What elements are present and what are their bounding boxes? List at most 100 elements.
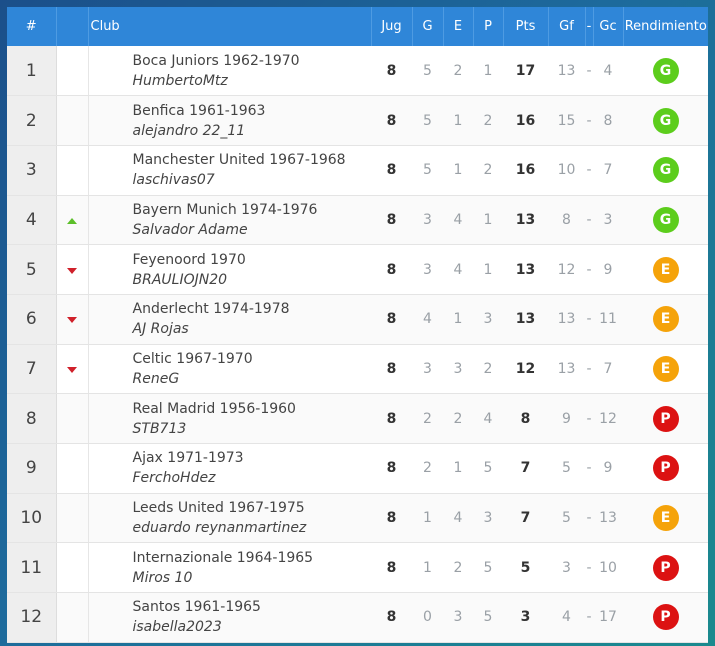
row-played: 8 — [371, 195, 412, 246]
header-goals-for[interactable]: Gf — [548, 7, 586, 46]
row-manager-name[interactable]: HumbertoMtz — [132, 72, 228, 89]
performance-badge: P — [652, 455, 679, 482]
row-drawn: 2 — [443, 46, 473, 97]
row-goal-separator: - — [585, 542, 593, 594]
table-row[interactable]: 10 Leeds United 1967-1975 eduardo reynanma… — [7, 493, 708, 544]
row-manager-name[interactable]: AJ Rojas — [132, 321, 189, 338]
row-points: 7 — [503, 493, 548, 544]
performance-badge: G — [652, 157, 679, 184]
row-points: 7 — [503, 443, 548, 494]
performance-badge: G — [652, 57, 679, 84]
header-position[interactable]: # — [7, 7, 57, 46]
row-manager-name[interactable]: alejandro 22_11 — [132, 122, 246, 139]
row-goals-against: 4 — [593, 46, 623, 97]
header-played[interactable]: Jug — [371, 7, 413, 46]
row-performance-cell: G — [623, 195, 708, 246]
table-row[interactable]: 11 Internazionale 1964-1965 Miros 10 8 1 2 5 5 3… — [7, 542, 708, 594]
row-team-name[interactable]: Boca Juniors 1962-1970 — [132, 52, 300, 69]
row-team-name[interactable]: Celtic 1967-1970 — [132, 350, 253, 367]
table-row[interactable]: 9 Ajax 1971-1973 FerchoHdez 8 2 1 5 7 5-9 P — [7, 443, 708, 494]
row-manager-name[interactable]: laschivas07 — [132, 172, 215, 189]
row-goals-for: 13 — [548, 294, 585, 345]
standings-table-container: # Club Jug G E P Pts Gf - Gc Rendimiento… — [7, 7, 708, 643]
row-club-cell[interactable]: Feyenoord 1970 BRAULIOJN20 — [88, 244, 371, 295]
row-team-name[interactable]: Anderlecht 1974-1978 — [132, 301, 290, 318]
row-club-cell[interactable]: Ajax 1971-1973 FerchoHdez — [88, 443, 371, 494]
row-performance-cell: P — [623, 393, 708, 444]
row-manager-name[interactable]: Salvador Adame — [132, 221, 248, 238]
row-club-cell[interactable]: Boca Juniors 1962-1970 HumbertoMtz — [88, 46, 371, 97]
performance-badge: P — [652, 554, 679, 581]
row-drawn: 1 — [443, 294, 473, 345]
header-performance[interactable]: Rendimiento — [624, 19, 707, 34]
trend-up-icon — [67, 217, 77, 224]
row-club-cell[interactable]: Bayern Munich 1974-1976 Salvador Adame — [88, 195, 371, 246]
table-row[interactable]: 5 Feyenoord 1970 BRAULIOJN20 8 3 4 1 13 12-9 E — [7, 244, 708, 295]
row-manager-name[interactable]: ReneG — [132, 370, 180, 387]
row-club-cell[interactable]: Internazionale 1964-1965 Miros 10 — [88, 542, 371, 594]
table-row[interactable]: 3 Manchester United 1967-1968 laschivas07 8… — [7, 145, 708, 196]
header-goals-against[interactable]: Gc — [593, 7, 624, 46]
performance-badge: G — [652, 206, 679, 233]
table-row[interactable]: 7 Celtic 1967-1970 ReneG 8 3 3 2 12 13-7 E — [7, 344, 708, 395]
table-row[interactable]: 8 Real Madrid 1956-1960 STB713 8 2 2 4 8 9-12 P — [7, 393, 708, 444]
row-team-name[interactable]: Real Madrid 1956-1960 — [132, 400, 296, 417]
row-goal-separator: - — [585, 145, 593, 196]
row-team-name[interactable]: Internazionale 1964-1965 — [132, 549, 314, 566]
row-goals-for: 10 — [548, 145, 585, 196]
row-played: 8 — [371, 542, 412, 594]
row-club-cell[interactable]: Real Madrid 1956-1960 STB713 — [88, 393, 371, 444]
trend-down-icon — [67, 267, 77, 274]
performance-badge: E — [652, 306, 679, 333]
header-club[interactable]: Club — [88, 7, 372, 46]
row-manager-name[interactable]: BRAULIOJN20 — [132, 271, 228, 288]
row-goals-for: 8 — [548, 195, 585, 246]
row-lost: 3 — [473, 493, 503, 544]
row-points: 13 — [503, 294, 548, 345]
row-manager-name[interactable]: isabella2023 — [132, 619, 222, 636]
row-lost: 5 — [473, 443, 503, 494]
row-trend-cell — [56, 145, 89, 196]
row-points: 13 — [503, 244, 548, 295]
table-row[interactable]: 6 Anderlecht 1974-1978 AJ Rojas 8 4 1 3 13 13-11… — [7, 294, 708, 345]
row-lost: 1 — [473, 195, 503, 246]
header-won[interactable]: G — [412, 7, 444, 46]
row-team-name[interactable]: Santos 1961-1965 — [132, 599, 261, 616]
row-club-cell[interactable]: Santos 1961-1965 isabella2023 — [88, 592, 371, 643]
row-position: 7 — [7, 344, 57, 395]
row-team-name[interactable]: Leeds United 1967-1975 — [132, 500, 305, 517]
row-club-cell[interactable]: Manchester United 1967-1968 laschivas07 — [88, 145, 371, 196]
row-drawn: 3 — [443, 344, 473, 395]
table-row[interactable]: 4 Bayern Munich 1974-1976 Salvador Adame 8 3… — [7, 195, 708, 246]
trend-down-icon — [67, 366, 77, 373]
row-club-cell[interactable]: Benfica 1961-1963 alejandro 22_11 — [88, 95, 371, 146]
row-team-name[interactable]: Bayern Munich 1974-1976 — [132, 201, 318, 218]
header-points[interactable]: Pts — [503, 7, 549, 46]
row-performance-cell: E — [623, 493, 708, 544]
row-manager-name[interactable]: Miros 10 — [132, 569, 193, 586]
row-manager-name[interactable]: STB713 — [132, 420, 187, 437]
header-drawn[interactable]: E — [443, 7, 474, 46]
row-played: 8 — [371, 493, 412, 544]
row-goal-separator: - — [585, 195, 593, 246]
performance-badge: G — [652, 107, 679, 134]
row-goal-separator: - — [585, 46, 593, 97]
table-row[interactable]: 12 Santos 1961-1965 isabella2023 8 0 3 5 3 4-17 P — [7, 592, 708, 643]
row-team-name[interactable]: Feyenoord 1970 — [132, 251, 246, 268]
row-team-name[interactable]: Benfica 1961-1963 — [132, 102, 266, 119]
row-team-name[interactable]: Manchester United 1967-1968 — [132, 152, 346, 169]
row-manager-name[interactable]: FerchoHdez — [132, 470, 216, 487]
row-goals-against: 13 — [593, 493, 623, 544]
row-position: 8 — [7, 393, 57, 444]
row-manager-name[interactable]: eduardo reynanmartinez — [132, 520, 307, 537]
row-club-cell[interactable]: Leeds United 1967-1975 eduardo reynanmart… — [88, 493, 371, 544]
row-drawn: 2 — [443, 542, 473, 594]
row-goal-separator: - — [585, 443, 593, 494]
table-row[interactable]: 1 Boca Juniors 1962-1970 HumbertoMtz 8 5 2 1 17… — [7, 46, 708, 97]
table-row[interactable]: 2 Benfica 1961-1963 alejandro 22_11 8 5 1 2 16 1… — [7, 95, 708, 146]
row-club-cell[interactable]: Celtic 1967-1970 ReneG — [88, 344, 371, 395]
row-club-cell[interactable]: Anderlecht 1974-1978 AJ Rojas — [88, 294, 371, 345]
row-team-name[interactable]: Ajax 1971-1973 — [132, 450, 244, 467]
header-lost[interactable]: P — [473, 7, 504, 46]
row-lost: 5 — [473, 592, 503, 643]
